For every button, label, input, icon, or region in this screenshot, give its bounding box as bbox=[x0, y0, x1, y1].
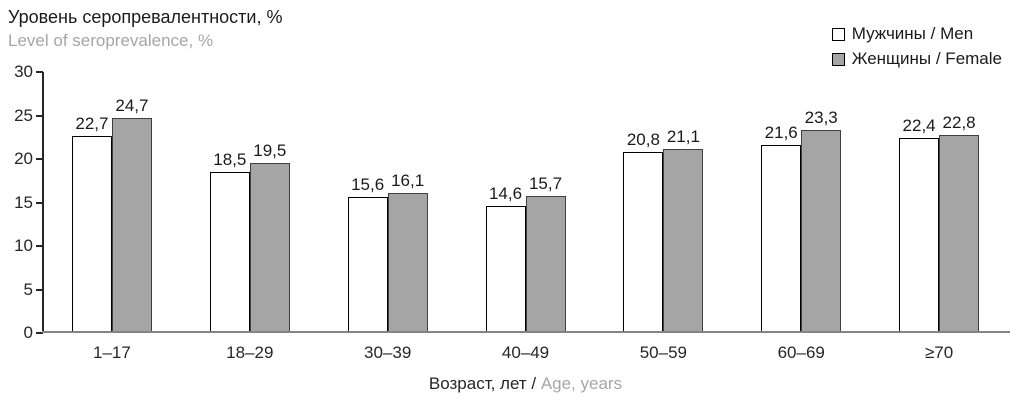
bar-group: 22,7 24,7 bbox=[43, 72, 181, 333]
y-axis-tick bbox=[36, 158, 43, 160]
y-axis-tick bbox=[36, 288, 43, 291]
bar-men: 18,5 bbox=[209, 150, 250, 333]
chart-title: Уровень серопревалентности, % bbox=[8, 7, 283, 27]
bar-value-label: 20,8 bbox=[626, 130, 660, 150]
legend-swatch-men bbox=[831, 27, 845, 41]
bar-value-label: 21,6 bbox=[764, 123, 798, 143]
bar-men: 14,6 bbox=[485, 184, 526, 333]
x-axis-category-label: 50–59 bbox=[639, 343, 687, 362]
legend-label-men: Мужчины / Men bbox=[851, 24, 974, 43]
bar-women: 15,7 bbox=[525, 174, 566, 333]
bar-women: 23,3 bbox=[801, 108, 842, 333]
y-axis-tick-label: 5 bbox=[23, 279, 33, 299]
plot-area: 22,7 24,7 18,5 19,5 15,6 16,1 14,6 15,7 20,8 21,1… bbox=[43, 72, 1008, 333]
y-axis-tick bbox=[36, 332, 43, 334]
bar-men: 22,7 bbox=[71, 114, 112, 333]
bar-groups: 22,7 24,7 18,5 19,5 15,6 16,1 14,6 15,7 20,8 21,1… bbox=[43, 72, 1008, 333]
y-axis-tick bbox=[36, 71, 43, 73]
legend-swatch-women bbox=[831, 52, 845, 66]
bar-value-label: 22,4 bbox=[902, 116, 936, 136]
bar-group: 18,5 19,5 bbox=[181, 72, 319, 333]
x-axis-line bbox=[42, 331, 1010, 333]
legend-item-men: Мужчины / Men bbox=[831, 24, 1002, 44]
y-axis-tick bbox=[36, 201, 43, 204]
y-axis-tick-label: 10 bbox=[14, 236, 33, 255]
bar-value-label: 23,3 bbox=[804, 108, 838, 128]
y-axis-tick-label: 15 bbox=[14, 192, 33, 212]
bar-women: 24,7 bbox=[111, 96, 152, 333]
bar-women: 19,5 bbox=[249, 141, 290, 333]
bar-men: 21,6 bbox=[761, 123, 802, 333]
legend-item-women: Женщины / Female bbox=[831, 49, 1002, 69]
bar-value-label: 18,5 bbox=[213, 150, 247, 170]
bar-value-label: 14,6 bbox=[488, 183, 523, 203]
x-axis-category-labels: 1–17 18–29 30–39 40–49 50–59 60–69 ≥70 bbox=[43, 343, 1008, 363]
x-axis-title: Возраст, лет / Age, years bbox=[43, 374, 1008, 394]
bar-women: 22,8 bbox=[939, 113, 980, 333]
bar-value-label: 24,7 bbox=[115, 96, 149, 116]
bar-value-label: 21,1 bbox=[666, 127, 700, 147]
bar-men: 15,6 bbox=[347, 175, 388, 333]
bar-value-label: 15,7 bbox=[528, 174, 563, 194]
y-axis-line bbox=[42, 72, 44, 333]
y-axis-tick-label: 25 bbox=[14, 105, 33, 125]
x-axis-category-label: 60–69 bbox=[777, 343, 825, 362]
y-axis-tick bbox=[36, 114, 43, 117]
y-axis-tick-label: 30 bbox=[14, 62, 33, 81]
x-axis-category-label: 40–49 bbox=[501, 343, 550, 362]
legend-label-women: Женщины / Female bbox=[851, 49, 1002, 68]
x-axis-title-en: Age, years bbox=[540, 374, 623, 393]
x-axis-title-ru: Возраст, лет / bbox=[428, 374, 541, 393]
x-axis-category-label: ≥70 bbox=[924, 343, 954, 362]
bar-group: 20,8 21,1 bbox=[594, 72, 732, 333]
y-axis-tick-label: 20 bbox=[14, 149, 33, 168]
bar-value-label: 15,6 bbox=[351, 175, 385, 195]
bar-group: 21,6 23,3 bbox=[732, 72, 870, 333]
bar-group: 14,6 15,7 bbox=[457, 72, 595, 333]
bar-men: 20,8 bbox=[623, 130, 664, 333]
bar-women: 21,1 bbox=[663, 127, 704, 333]
bar-group: 15,6 16,1 bbox=[319, 72, 457, 333]
chart-subtitle: Level of seroprevalence, % bbox=[8, 31, 214, 50]
chart-title-block: Уровень серопревалентности, % Level of s… bbox=[8, 6, 282, 52]
y-axis-tick-label: 0 bbox=[23, 323, 33, 342]
bar-value-label: 19,5 bbox=[253, 141, 287, 161]
bar-men: 22,4 bbox=[899, 116, 940, 333]
x-axis-category-label: 18–29 bbox=[226, 343, 274, 362]
bar-group: 22,4 22,8 bbox=[870, 72, 1008, 333]
bar-women: 16,1 bbox=[387, 171, 428, 333]
legend: Мужчины / Men Женщины / Female bbox=[831, 24, 1002, 69]
y-axis-tick bbox=[36, 245, 43, 247]
x-axis-category-label: 30–39 bbox=[364, 343, 412, 362]
bar-value-label: 22,8 bbox=[942, 112, 976, 132]
bar-value-label: 22,7 bbox=[75, 113, 109, 133]
x-axis-category-label: 1–17 bbox=[93, 343, 131, 362]
bar-value-label: 16,1 bbox=[391, 170, 425, 190]
